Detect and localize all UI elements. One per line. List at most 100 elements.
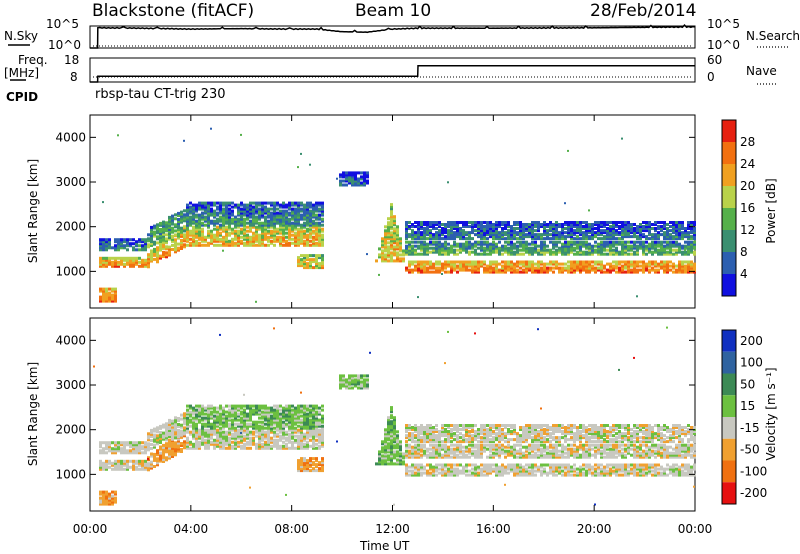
power-cell xyxy=(603,266,606,270)
power-cell xyxy=(681,235,684,239)
power-cell xyxy=(669,237,672,241)
velocity-cell xyxy=(342,374,345,378)
power-cell xyxy=(570,223,573,226)
power-cell xyxy=(450,260,453,264)
power-cell xyxy=(144,258,147,262)
velocity-cell xyxy=(399,458,402,462)
power-cell xyxy=(438,242,441,246)
power-cell xyxy=(663,268,666,272)
velocity-cell xyxy=(255,426,258,430)
power-cell xyxy=(663,250,666,254)
power-cell xyxy=(456,270,459,274)
power-cell xyxy=(246,243,249,247)
power-cell xyxy=(492,266,495,270)
power-cell xyxy=(666,235,669,239)
power-cell xyxy=(279,241,282,245)
power-cell xyxy=(477,240,480,244)
velocity-cell xyxy=(228,410,231,414)
velocity-cell xyxy=(186,408,189,412)
power-cell xyxy=(648,246,651,250)
power-cell xyxy=(489,244,492,248)
power-cell xyxy=(600,270,603,274)
power-cell xyxy=(429,250,432,254)
velocity-cell xyxy=(180,450,183,453)
power-cell xyxy=(465,237,468,241)
power-cell xyxy=(624,233,627,237)
power-cell xyxy=(492,270,495,274)
power-cell xyxy=(240,231,243,235)
power-cell xyxy=(171,228,174,232)
power-cell xyxy=(597,221,600,224)
velocity-cell xyxy=(210,426,213,430)
power-cell xyxy=(210,221,213,225)
power-cell xyxy=(513,229,516,233)
power-cell xyxy=(135,244,138,248)
power-cell xyxy=(462,233,465,237)
velocity-cell xyxy=(450,449,453,453)
power-cell xyxy=(618,268,621,272)
power-cell xyxy=(549,250,552,254)
velocity-cell xyxy=(273,426,276,430)
power-cell xyxy=(354,181,357,185)
velocity-cell xyxy=(408,449,411,453)
power-cell xyxy=(231,201,234,205)
velocity-cell xyxy=(174,426,177,430)
velocity-cell xyxy=(192,406,195,410)
velocity-cell xyxy=(297,438,300,442)
power-cell xyxy=(147,237,150,241)
power-cell xyxy=(312,239,315,243)
power-cell xyxy=(663,260,666,264)
power-cell xyxy=(426,250,429,254)
velocity-cell xyxy=(192,420,195,424)
power-cell xyxy=(300,152,302,155)
power-cell xyxy=(390,257,393,261)
power-cell xyxy=(621,233,624,237)
power-cell xyxy=(531,229,534,233)
power-cell xyxy=(663,264,666,268)
velocity-cell xyxy=(201,438,204,442)
velocity-cell xyxy=(285,406,288,410)
power-cell xyxy=(270,235,273,239)
power-cell xyxy=(288,241,291,245)
power-cell xyxy=(294,239,297,243)
velocity-cell xyxy=(396,436,399,440)
power-cell xyxy=(627,268,630,272)
velocity-cell xyxy=(219,430,222,434)
power-cell xyxy=(423,240,426,244)
power-cell xyxy=(513,237,516,241)
velocity-cell xyxy=(237,412,240,416)
power-cell xyxy=(270,207,273,211)
power-cell xyxy=(585,235,588,239)
power-cell xyxy=(144,264,147,268)
velocity-cell xyxy=(315,442,318,446)
power-cell xyxy=(513,223,516,226)
power-cell xyxy=(411,240,414,244)
velocity-cell xyxy=(186,410,189,414)
power-cell xyxy=(540,262,543,266)
power-cell xyxy=(267,207,270,211)
velocity-cell xyxy=(420,465,423,469)
power-cell xyxy=(555,229,558,233)
power-cell xyxy=(282,239,285,243)
power-cell xyxy=(510,233,513,237)
power-cell xyxy=(657,235,660,239)
power-cell xyxy=(474,268,477,272)
power-cell xyxy=(255,219,258,223)
power-cell xyxy=(282,243,285,247)
power-cell xyxy=(621,225,624,228)
power-cell xyxy=(471,262,474,266)
power-cell xyxy=(189,215,192,219)
power-cell xyxy=(315,256,318,260)
power-cell xyxy=(495,227,498,230)
power-cell xyxy=(567,149,569,152)
velocity-cell xyxy=(366,374,369,378)
power-cell xyxy=(150,253,153,257)
power-cell xyxy=(585,252,588,256)
velocity-cell xyxy=(201,434,204,438)
power-cell xyxy=(165,221,168,225)
velocity-cell xyxy=(297,461,300,465)
velocity-cell xyxy=(237,406,240,410)
velocity-cell xyxy=(441,465,444,469)
power-cell xyxy=(114,299,117,303)
power-cell xyxy=(576,268,579,272)
